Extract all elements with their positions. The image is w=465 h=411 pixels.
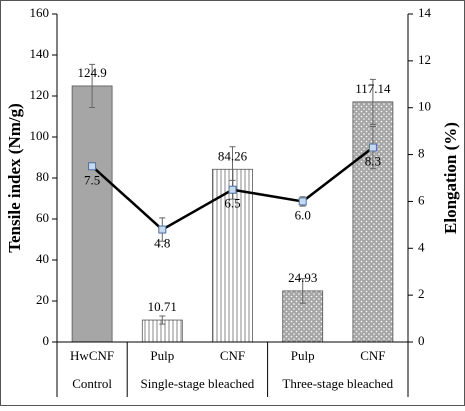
line-marker [368, 143, 377, 152]
x-tick-label: CNF [360, 348, 385, 363]
group-label: Three-stage bleached [282, 376, 393, 391]
y-tick-label: 20 [36, 292, 49, 307]
y-tick-label: 140 [30, 46, 50, 61]
x-tick-label: HwCNF [70, 348, 114, 363]
x-tick-label: Pulp [150, 348, 174, 363]
line-marker [228, 185, 237, 194]
y2-tick-label: 12 [418, 52, 431, 67]
y2-tick-label: 10 [418, 99, 431, 114]
line-value-label: 8.3 [365, 154, 381, 169]
error-bar [159, 315, 166, 325]
y-tick-label: 160 [30, 5, 50, 20]
line-marker [88, 162, 97, 171]
axes [56, 14, 409, 343]
y-tick-label: 80 [36, 169, 49, 184]
line-value-label: 7.5 [84, 172, 100, 187]
y2-tick-label: 8 [418, 146, 425, 161]
bar-value-label: 84.26 [218, 148, 248, 163]
line-marker [158, 225, 167, 234]
y-tick-label: 120 [30, 87, 50, 102]
y2-tick-label: 14 [418, 5, 432, 20]
line-value-label: 6.0 [295, 207, 311, 222]
y-tick-label: 0 [43, 333, 50, 348]
y-tick-label: 40 [36, 251, 49, 266]
bar-value-label: 24.93 [288, 270, 317, 285]
line-value-label: 4.8 [154, 236, 170, 251]
y-tick-label: 60 [36, 210, 49, 225]
group-label: Control [72, 376, 112, 391]
error-bar [299, 278, 306, 304]
y2-tick-label: 2 [418, 286, 425, 301]
y2-tick-label: 4 [418, 239, 425, 254]
line-value-label: 6.5 [224, 196, 240, 211]
x-tick-label: Pulp [291, 348, 315, 363]
y-axis-label: Tensile index (Nm/g) [5, 103, 24, 253]
y-tick-label: 100 [30, 128, 50, 143]
bar-value-label: 124.9 [77, 65, 106, 80]
x-tick-label: CNF [220, 348, 245, 363]
y2-tick-label: 0 [418, 333, 425, 348]
y2-axis-label: Elongation (%) [441, 122, 460, 234]
y2-tick-label: 6 [418, 192, 425, 207]
bar-value-label: 117.14 [355, 81, 391, 96]
line-marker [298, 197, 307, 206]
bar [71, 85, 113, 343]
group-label: Single-stage bleached [141, 376, 255, 391]
error-bar [369, 78, 376, 125]
error-bar [89, 63, 96, 108]
bar-value-label: 10.71 [148, 299, 177, 314]
